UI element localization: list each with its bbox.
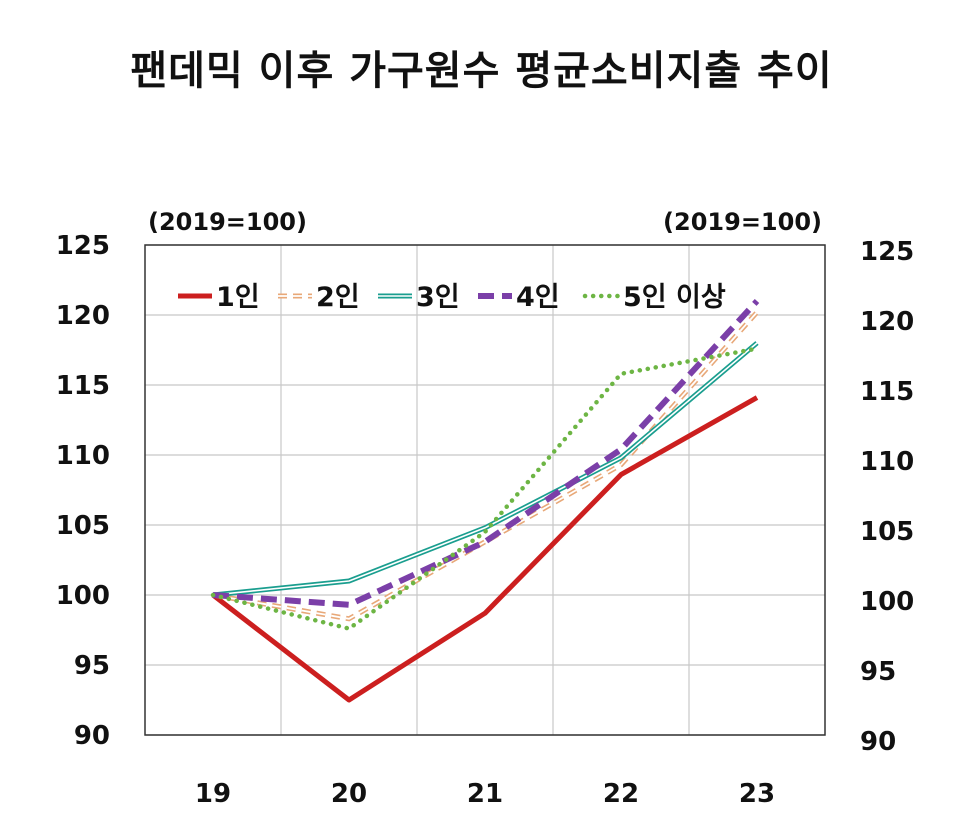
legend-label-5: 5인 이상 — [623, 282, 726, 313]
y-tick-right: 105 — [860, 517, 914, 547]
legend-label-4: 4인 — [516, 282, 560, 313]
legend-label-3: 3인 — [416, 282, 460, 313]
x-tick: 20 — [331, 779, 367, 809]
y-tick-left: 125 — [56, 231, 110, 261]
y-tick-right: 125 — [860, 237, 914, 267]
x-axis: 19 20 21 22 23 — [195, 779, 775, 809]
series-line-3 — [212, 341, 759, 598]
series-lines — [210, 298, 760, 703]
unit-label-left: (2019=100) — [148, 208, 307, 236]
plot-area-frame — [144, 244, 826, 736]
gridlines — [145, 244, 825, 736]
series-3 — [212, 341, 759, 598]
y-tick-right: 100 — [860, 587, 914, 617]
y-tick-right: 95 — [860, 657, 896, 687]
y-tick-left: 120 — [56, 301, 110, 331]
y-tick-left: 105 — [56, 511, 110, 541]
legend-label-1: 1인 — [216, 282, 260, 313]
x-tick: 21 — [467, 779, 503, 809]
series-line-1 — [211, 395, 759, 703]
x-tick: 22 — [603, 779, 639, 809]
legend-item-5: 5인 이상 — [582, 282, 726, 313]
x-tick: 23 — [739, 779, 775, 809]
y-tick-right: 115 — [860, 377, 914, 407]
series-line-2 — [212, 310, 759, 622]
y-tick-right: 120 — [860, 307, 914, 337]
y-tick-left: 95 — [74, 651, 110, 681]
series-1 — [211, 395, 759, 703]
y-tick-left: 100 — [56, 581, 110, 611]
y-axis-left: 90 95 100 105 110 115 120 125 — [56, 231, 110, 751]
y-tick-left: 110 — [56, 441, 110, 471]
unit-label-right: (2019=100) — [663, 208, 822, 236]
y-tick-left: 115 — [56, 371, 110, 401]
series-4 — [212, 298, 760, 608]
x-tick: 19 — [195, 779, 231, 809]
legend-item-3: 3인 — [378, 282, 460, 313]
series-line-4 — [212, 298, 760, 608]
series-2 — [212, 310, 759, 622]
legend-item-1: 1인 — [178, 282, 260, 313]
y-tick-left: 90 — [74, 721, 110, 751]
y-tick-right: 90 — [860, 727, 896, 757]
legend-label-2: 2인 — [316, 282, 360, 313]
legend-item-2: 2인 — [278, 282, 360, 313]
series-line-3-inner — [212, 342, 758, 596]
legend-item-4: 4인 — [478, 282, 560, 313]
chart-title: 팬데믹 이후 가구원수 평균소비지출 추이 — [130, 48, 833, 94]
series-line-2-inner — [212, 311, 758, 620]
series-5 — [210, 346, 760, 632]
legend: 1인 2인 3인 4인 5인 이상 — [178, 282, 726, 313]
y-tick-right: 110 — [860, 447, 914, 477]
y-axis-right: 90 95 100 105 110 115 120 125 — [860, 237, 914, 757]
series-line-5 — [210, 346, 760, 632]
